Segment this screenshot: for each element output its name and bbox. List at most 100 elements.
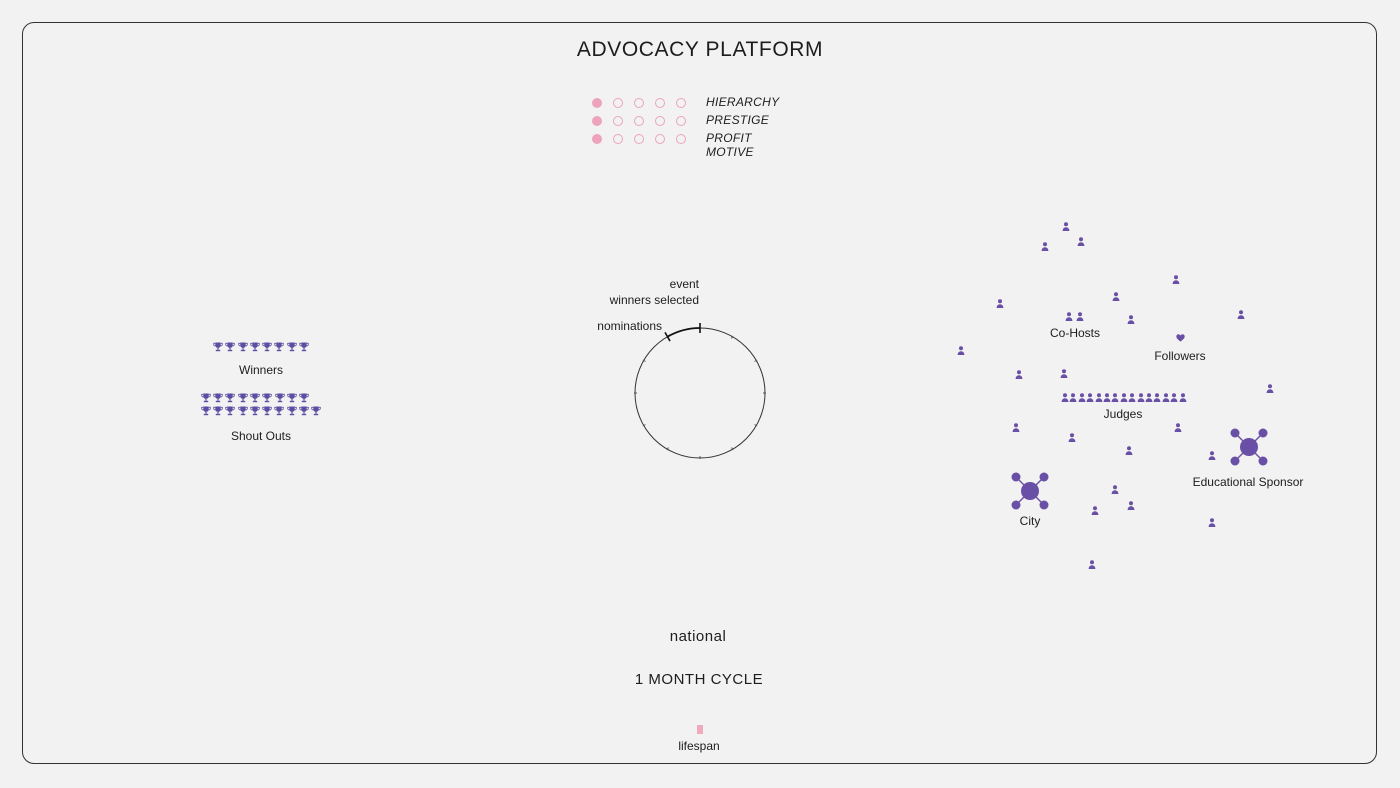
person-icon	[1088, 559, 1096, 569]
rating-dot	[634, 134, 644, 144]
shout-outs-label: Shout Outs	[230, 429, 292, 443]
diagram-frame	[22, 22, 1377, 764]
trophy-icon	[225, 393, 236, 403]
person-icon	[1266, 383, 1274, 393]
cycle-length-label: 1 MONTH CYCLE	[634, 671, 764, 688]
judges-label: Judges	[1103, 407, 1143, 421]
trophy-icon	[250, 406, 260, 416]
educational-sponsor-label: Educational Sponsor	[1192, 475, 1304, 489]
person-icon	[1127, 314, 1135, 324]
rating-dot	[592, 98, 602, 108]
person-icon	[1112, 291, 1120, 301]
cycle-tick	[731, 335, 734, 339]
trophy-icon	[287, 342, 297, 352]
trophy-icon	[200, 406, 211, 416]
person-icon	[996, 298, 1004, 308]
person-icon	[1162, 392, 1170, 402]
person-icon	[1062, 221, 1070, 231]
person-icon	[1076, 311, 1084, 321]
city-label: City	[1019, 514, 1041, 528]
trophy-icon	[237, 406, 248, 416]
lifespan-label: lifespan	[678, 739, 720, 753]
rating-dot	[592, 116, 602, 126]
person-icon	[1111, 484, 1119, 494]
person-icon	[1111, 392, 1119, 402]
person-icon	[1237, 309, 1245, 319]
trophy-icon	[287, 406, 297, 416]
rating-dot	[613, 116, 623, 126]
trophy-icon	[262, 342, 272, 352]
person-icon	[1060, 368, 1068, 378]
rating-label: PROFIT MOTIVE	[706, 131, 754, 159]
trophy-icon	[213, 342, 223, 352]
rating-dot	[676, 116, 686, 126]
trophy-icon	[299, 406, 309, 416]
trophy-icon	[274, 393, 285, 403]
trophy-icon	[225, 406, 235, 416]
rating-dot	[634, 98, 644, 108]
trophy-icon	[225, 342, 235, 352]
person-icon	[1086, 392, 1094, 402]
person-icon	[1041, 241, 1049, 251]
cycle-tick	[754, 424, 758, 427]
rating-label: PRESTIGE	[706, 113, 770, 127]
winners-label: Winners	[238, 363, 284, 377]
rating-dot	[613, 134, 623, 144]
cycle-ticks	[634, 335, 766, 459]
organization-hub-icon	[1230, 428, 1268, 466]
rating-dot	[634, 116, 644, 126]
cycle-tick	[642, 359, 646, 362]
trophy-icon	[299, 393, 309, 403]
cycle-ring	[634, 327, 766, 459]
person-icon	[1077, 236, 1085, 246]
lifespan-bar	[697, 725, 703, 734]
cycle-clock-icon	[634, 323, 766, 459]
trophy-icon	[237, 342, 248, 352]
rating-dot	[592, 134, 602, 144]
cycle-tick	[754, 359, 758, 362]
trophy-icon	[262, 406, 272, 416]
person-icon	[1061, 392, 1069, 402]
trophy-icon	[299, 342, 309, 352]
trophy-icon	[311, 406, 322, 416]
page-title: ADVOCACY PLATFORM	[576, 38, 824, 61]
followers-label: Followers	[1154, 349, 1206, 363]
person-icon	[1208, 517, 1216, 527]
trophy-icon	[274, 342, 285, 352]
person-icon	[1068, 432, 1076, 442]
rating-dot	[676, 98, 686, 108]
nominations-arc	[667, 327, 701, 338]
winners-selected-label: winners selected	[609, 293, 699, 307]
rating-dot	[676, 134, 686, 144]
person-icon	[957, 345, 965, 355]
person-icon	[1174, 422, 1182, 432]
person-icon	[1078, 392, 1086, 402]
rating-dot	[655, 116, 665, 126]
rating-dot	[655, 134, 665, 144]
heart-icon	[1176, 334, 1185, 342]
person-icon	[1137, 392, 1144, 402]
cycle-tick	[666, 447, 669, 451]
person-icon	[1208, 450, 1216, 460]
cycle-tick	[731, 447, 734, 451]
trophy-icon	[262, 393, 272, 403]
nominations-label: nominations	[597, 319, 662, 333]
person-icon	[1103, 392, 1111, 402]
person-icon	[1172, 274, 1180, 284]
person-icon	[1069, 392, 1077, 402]
person-icon	[1145, 392, 1153, 402]
person-icon	[1127, 500, 1135, 510]
trophy-icon	[287, 393, 297, 403]
person-icon	[1170, 392, 1178, 402]
person-icon	[1095, 392, 1102, 402]
person-icon	[1120, 392, 1128, 402]
rating-label: HIERARCHY	[706, 95, 780, 109]
person-icon	[1153, 392, 1161, 402]
rating-dot	[655, 98, 665, 108]
person-icon	[1091, 505, 1099, 515]
trophy-icon	[274, 406, 285, 416]
person-icon	[1065, 311, 1073, 321]
trophy-icon	[237, 393, 248, 403]
person-icon	[1179, 392, 1186, 402]
cycle-tick	[642, 424, 646, 427]
